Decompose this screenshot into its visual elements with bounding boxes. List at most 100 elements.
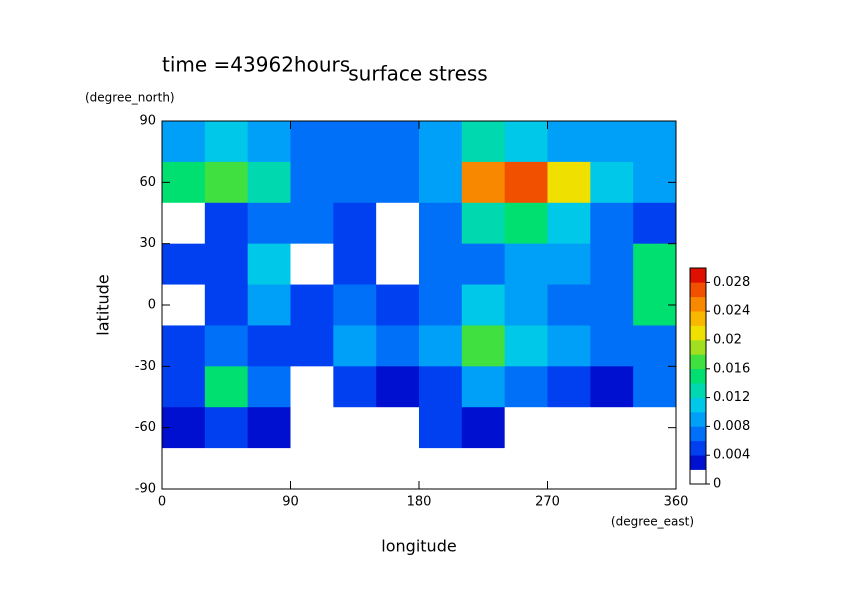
y-tick-label: 60: [139, 175, 156, 190]
y-tick-label: 0: [148, 298, 156, 313]
cell: [376, 202, 420, 245]
cell: [633, 325, 677, 367]
cell: [247, 448, 291, 490]
cell: [376, 284, 420, 326]
cell: [461, 202, 506, 245]
cell: [547, 407, 591, 449]
cell: [162, 243, 206, 286]
cell: [504, 448, 548, 490]
cell: [247, 161, 291, 204]
colorbar-tick-label: 0.024: [713, 304, 750, 319]
cell: [162, 121, 206, 163]
contour-field: [162, 121, 677, 490]
colorbar-swatch: [690, 268, 706, 283]
colorbar-tick-label: 0.016: [713, 361, 750, 376]
y-tick-label: -30: [135, 359, 156, 374]
cell: [590, 121, 634, 163]
y-unit: (degree_north): [85, 91, 175, 105]
cell: [290, 121, 334, 163]
cell: [633, 448, 677, 490]
cell: [376, 407, 420, 449]
cell: [419, 202, 463, 245]
cell: [204, 202, 249, 245]
colorbar-tick-label: 0.008: [713, 419, 750, 434]
cell: [333, 284, 377, 326]
cell: [204, 284, 249, 326]
colorbar-swatch: [690, 340, 706, 355]
cell: [247, 243, 291, 286]
cell: [419, 243, 463, 286]
colorbar-swatch: [690, 469, 706, 485]
x-unit: (degree_east): [611, 515, 694, 529]
cell: [204, 448, 249, 490]
y-tick-label: -90: [135, 482, 156, 497]
cell: [461, 325, 506, 367]
y-tick-label: 90: [139, 114, 156, 129]
cell: [376, 243, 420, 286]
cell: [504, 407, 548, 449]
cell: [547, 202, 591, 245]
cell: [333, 407, 377, 449]
cell: [204, 366, 249, 408]
cell: [290, 366, 334, 408]
cell: [162, 366, 206, 408]
cell: [247, 407, 291, 449]
cell: [419, 407, 463, 449]
colorbar-swatch: [690, 383, 706, 398]
cell: [290, 407, 334, 449]
colorbar-swatch: [690, 426, 706, 442]
cell: [290, 161, 334, 204]
cell: [376, 161, 420, 204]
cell: [461, 243, 506, 286]
cell: [162, 448, 206, 490]
cell: [419, 448, 463, 490]
cell: [504, 161, 548, 204]
colorbar-tick-label: 0.012: [713, 390, 750, 405]
cell: [333, 121, 377, 163]
colorbar-swatch: [690, 397, 706, 413]
cell: [633, 366, 677, 408]
x-tick-label: 270: [535, 495, 560, 510]
cell: [419, 121, 463, 163]
cell: [633, 121, 677, 163]
cell: [547, 325, 591, 367]
colorbar-swatch: [690, 354, 706, 370]
colorbar-frame: [689, 267, 707, 485]
cell: [590, 325, 634, 367]
cell: [590, 366, 634, 408]
cell: [419, 325, 463, 367]
cell: [504, 325, 548, 367]
colorbar-swatch: [690, 368, 706, 384]
cell: [461, 284, 506, 326]
cell: [333, 448, 377, 490]
cell: [504, 121, 548, 163]
cell: [547, 284, 591, 326]
x-axis-label: longitude: [381, 537, 456, 556]
colorbar-swatch: [690, 412, 706, 427]
cell: [333, 325, 377, 367]
cell: [504, 284, 548, 326]
colorbar-tick-label: 0: [713, 477, 721, 492]
colorbar-swatch: [690, 282, 706, 298]
cell: [547, 161, 591, 204]
cell: [204, 121, 249, 163]
cell: [590, 284, 634, 326]
cell: [633, 202, 677, 245]
cell: [376, 448, 420, 490]
x-tick-label: 90: [282, 495, 299, 510]
cell: [461, 448, 506, 490]
cell: [204, 161, 249, 204]
cell: [461, 366, 506, 408]
cell: [590, 161, 634, 204]
colorbar-swatch: [690, 325, 706, 341]
x-tick-label: 360: [664, 495, 689, 510]
cell: [376, 121, 420, 163]
cell: [419, 366, 463, 408]
cell: [376, 325, 420, 367]
cell: [333, 202, 377, 245]
cell: [504, 243, 548, 286]
cell: [461, 121, 506, 163]
cell: [247, 121, 291, 163]
cell: [419, 161, 463, 204]
